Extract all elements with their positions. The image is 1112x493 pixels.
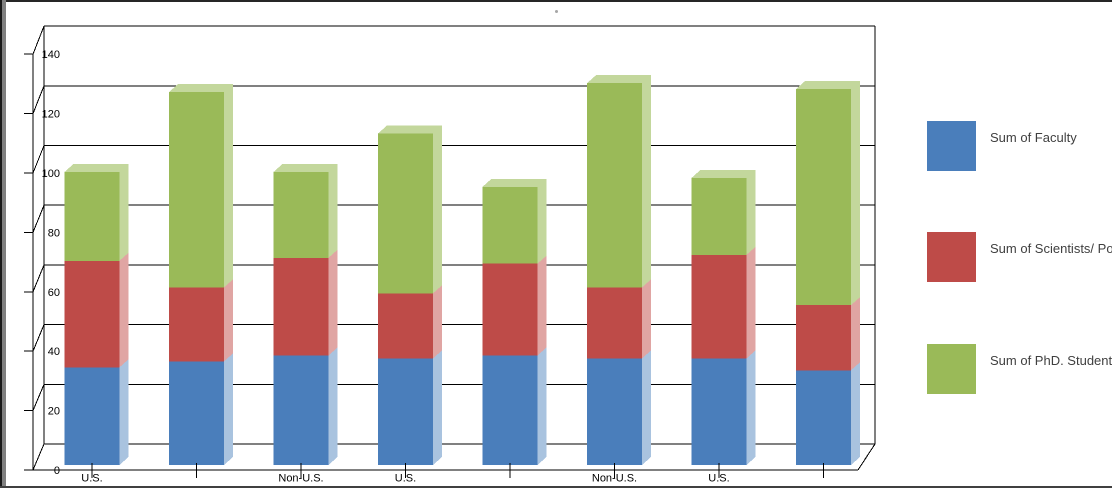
bar-4-segment-2[interactable] (482, 186, 538, 264)
bar-5-top[interactable] (587, 75, 651, 84)
bar-3-segment-2[interactable] (378, 133, 433, 294)
bar-1-segment-2[interactable] (169, 92, 224, 288)
bar-0-segment-0[interactable] (64, 367, 120, 465)
depth-connector-80 (32, 205, 45, 233)
bar-4-segment-1[interactable] (482, 263, 538, 356)
bar-3-segment-0[interactable] (378, 358, 433, 465)
bar-5-side-1[interactable] (642, 279, 651, 359)
bar-7-top[interactable] (796, 81, 860, 90)
bar-5-segment-2[interactable] (587, 83, 642, 288)
bar-7-segment-2[interactable] (796, 89, 851, 306)
legend-swatch-faculty (927, 121, 976, 171)
bar-3-segment-1[interactable] (378, 293, 433, 359)
bar-6-segment-1[interactable] (691, 254, 747, 359)
y-axis-label-60: 60 (48, 287, 60, 299)
bar-0-side-2[interactable] (119, 163, 129, 261)
bar-0-side-0[interactable] (119, 359, 129, 465)
bar-2-side-0[interactable] (328, 347, 338, 465)
legend-item-faculty[interactable]: Sum of Faculty (927, 121, 1112, 173)
bar-2-side-1[interactable] (328, 249, 338, 356)
bar-7-side-1[interactable] (851, 297, 860, 371)
window-border-left (0, 0, 2, 488)
bar-3-side-1[interactable] (433, 285, 442, 359)
x-axis-label-0: U.S. (81, 473, 102, 485)
legend-item-scientists[interactable]: Sum of Scientists/ Po (927, 232, 1112, 284)
floor-right-edge (857, 443, 876, 471)
y-axis-label-100: 100 (42, 168, 60, 180)
bar-2-top[interactable] (273, 163, 338, 172)
bar-0-top[interactable] (64, 163, 129, 172)
bar-7-side-2[interactable] (851, 81, 860, 306)
legend-label-scientists: Sum of Scientists/ Po (990, 241, 1112, 256)
legend-item-phd-students[interactable]: Sum of PhD. Student (927, 344, 1112, 396)
legend-label-phd-students: Sum of PhD. Student (990, 353, 1112, 368)
depth-connector-60 (32, 264, 45, 292)
bar-1-segment-0[interactable] (169, 361, 224, 465)
bar-1-side-0[interactable] (224, 353, 233, 465)
legend-label-faculty: Sum of Faculty (990, 130, 1077, 145)
bar-2-segment-2[interactable] (273, 171, 329, 258)
y-axis-label-140: 140 (42, 49, 60, 61)
bar-1-side-2[interactable] (224, 84, 233, 288)
y-axis-label-0: 0 (54, 465, 60, 477)
bar-6-segment-2[interactable] (691, 177, 747, 255)
bar-5-side-2[interactable] (642, 75, 651, 288)
bar-1-side-1[interactable] (224, 279, 233, 362)
bar-2-segment-1[interactable] (273, 257, 329, 356)
bar-6-side-1[interactable] (746, 246, 756, 359)
bar-5-segment-1[interactable] (587, 287, 642, 359)
bar-0-side-1[interactable] (119, 252, 129, 368)
bar-1-top[interactable] (169, 84, 233, 93)
x-axis-label-2: Non-U.S. (278, 473, 323, 485)
bar-7-segment-0[interactable] (796, 370, 851, 465)
x-axis-label-5: Non-U.S. (592, 473, 637, 485)
y-axis-label-120: 120 (42, 109, 60, 121)
bar-7-side-0[interactable] (851, 362, 860, 465)
bar-2-side-2[interactable] (328, 163, 338, 258)
bar-5-segment-0[interactable] (587, 358, 642, 465)
bar-3-top[interactable] (378, 125, 442, 134)
chart-legend: Sum of Faculty Sum of Scientists/ Po Sum… (927, 0, 1112, 488)
bar-4-side-0[interactable] (537, 347, 547, 465)
artifact-dot (555, 10, 558, 13)
bar-6-side-0[interactable] (746, 350, 756, 465)
bar-3-side-0[interactable] (433, 350, 442, 465)
bar-0-segment-1[interactable] (64, 260, 120, 368)
x-axis-label-6: U.S. (708, 473, 729, 485)
bar-3-side-2[interactable] (433, 125, 442, 294)
bar-6-top[interactable] (691, 169, 756, 178)
depth-connector-20 (32, 384, 45, 411)
depth-connector-0 (32, 443, 45, 471)
depth-connector-140 (32, 25, 45, 55)
window-border-top (0, 0, 1112, 2)
bar-0-segment-2[interactable] (64, 171, 120, 261)
x-axis-label-3: U.S. (395, 473, 416, 485)
depth-connector-40 (32, 324, 45, 352)
depth-connector-120 (32, 85, 45, 114)
bar-4-side-2[interactable] (537, 178, 547, 264)
bar-4-side-1[interactable] (537, 255, 547, 356)
y-axis-label-40: 40 (48, 346, 60, 358)
bar-6-segment-0[interactable] (691, 358, 747, 465)
y-axis-label-80: 80 (48, 227, 60, 239)
window-border-bottom (0, 486, 1112, 488)
bar-6-side-2[interactable] (746, 169, 756, 255)
bar-2-segment-0[interactable] (273, 355, 329, 465)
bar-7-segment-1[interactable] (796, 305, 851, 371)
bar-4-top[interactable] (482, 178, 547, 187)
depth-connector-100 (32, 145, 45, 174)
window-border-left-inner (2, 0, 6, 488)
bar-1-segment-1[interactable] (169, 287, 224, 362)
y-axis-label-20: 20 (48, 406, 60, 418)
bar-5-side-0[interactable] (642, 350, 651, 465)
legend-swatch-scientists (927, 232, 976, 282)
bar-4-segment-0[interactable] (482, 355, 538, 465)
legend-swatch-phd-students (927, 344, 976, 394)
